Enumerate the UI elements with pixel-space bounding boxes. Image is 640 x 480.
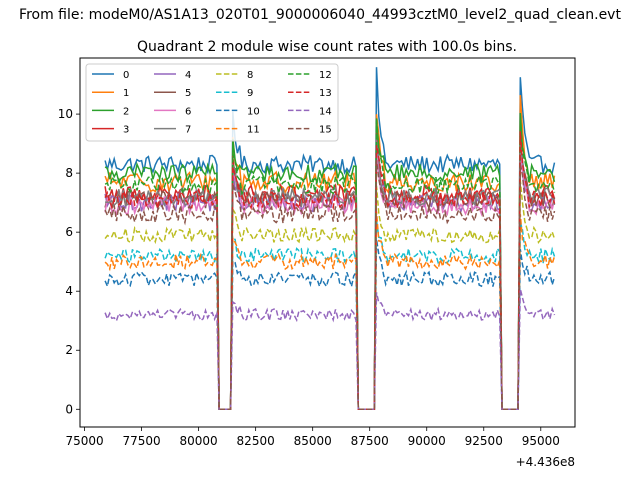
legend-box <box>85 63 339 142</box>
x-tick-label: 90000 <box>408 434 446 448</box>
y-tick-label: 2 <box>65 343 73 357</box>
y-tick-label: 10 <box>58 107 73 121</box>
legend-label: 9 <box>247 88 253 99</box>
series-line-10 <box>104 239 556 411</box>
legend-item: 13 <box>288 88 332 99</box>
series-line-0 <box>104 67 556 411</box>
legend-item: 7 <box>154 125 191 136</box>
x-tick-label: 80000 <box>180 434 218 448</box>
x-tick-label: 87500 <box>351 434 389 448</box>
series-line-2 <box>104 112 556 411</box>
x-tick-label: 77500 <box>122 434 160 448</box>
x-tick-label: 92500 <box>465 434 503 448</box>
series-line-8 <box>104 180 556 411</box>
legend-label: 2 <box>123 106 129 117</box>
series-line-12 <box>104 117 556 411</box>
x-tick-label: 82500 <box>237 434 275 448</box>
series-line-1 <box>104 95 556 411</box>
legend-item: 10 <box>216 106 260 117</box>
legend-item: 9 <box>216 88 253 99</box>
legend-item: 15 <box>288 125 332 136</box>
legend-label: 12 <box>319 70 332 81</box>
legend-label: 3 <box>123 125 129 136</box>
figure-suptitle: From file: modeM0/AS1A13_020T01_90000060… <box>19 7 621 23</box>
y-tick-label: 6 <box>65 225 73 239</box>
legend-label: 1 <box>123 88 129 99</box>
legend-item: 14 <box>288 106 332 117</box>
x-tick-label: 85000 <box>294 434 332 448</box>
legend-item: 11 <box>216 125 260 136</box>
legend-label: 6 <box>185 106 191 117</box>
series-layer <box>104 67 556 411</box>
x-axis: 75000 77500 80000 82500 85000 87500 90000 92500… <box>65 427 560 448</box>
series-line-14 <box>104 288 556 411</box>
legend-label: 5 <box>185 88 191 99</box>
legend-item: 6 <box>154 106 191 117</box>
x-tick-label: 95000 <box>522 434 560 448</box>
legend-label: 4 <box>185 70 191 81</box>
series-line-7 <box>105 139 556 411</box>
legend-item: 2 <box>92 106 129 117</box>
chart-title: Quadrant 2 module wise count rates with … <box>137 39 517 55</box>
legend-item: 4 <box>154 70 191 81</box>
legend-label: 10 <box>247 106 260 117</box>
legend-label: 13 <box>319 88 332 99</box>
legend-item: 0 <box>92 70 129 81</box>
x-offset-label: +4.436e8 <box>516 455 575 469</box>
series-line-15 <box>104 160 556 411</box>
legend-label: 14 <box>319 106 332 117</box>
y-tick-label: 4 <box>65 284 73 298</box>
y-tick-label: 0 <box>65 402 73 416</box>
legend-label: 15 <box>319 125 332 136</box>
x-tick-label: 75000 <box>65 434 103 448</box>
y-tick-label: 8 <box>65 166 73 180</box>
legend-item: 12 <box>288 70 332 81</box>
legend-label: 8 <box>247 70 253 81</box>
legend-item: 5 <box>154 88 191 99</box>
legend-item: 3 <box>92 125 129 136</box>
plot-frame <box>79 57 576 428</box>
legend-label: 0 <box>123 70 129 81</box>
legend-item: 8 <box>216 70 253 81</box>
legend-label: 7 <box>185 125 191 136</box>
legend-label: 11 <box>247 125 260 136</box>
legend-item: 1 <box>92 88 129 99</box>
y-axis: 0 2 4 6 8 10 <box>58 107 80 416</box>
series-line-11 <box>104 211 556 411</box>
series-line-13 <box>104 131 556 411</box>
series-line-9 <box>104 219 556 411</box>
